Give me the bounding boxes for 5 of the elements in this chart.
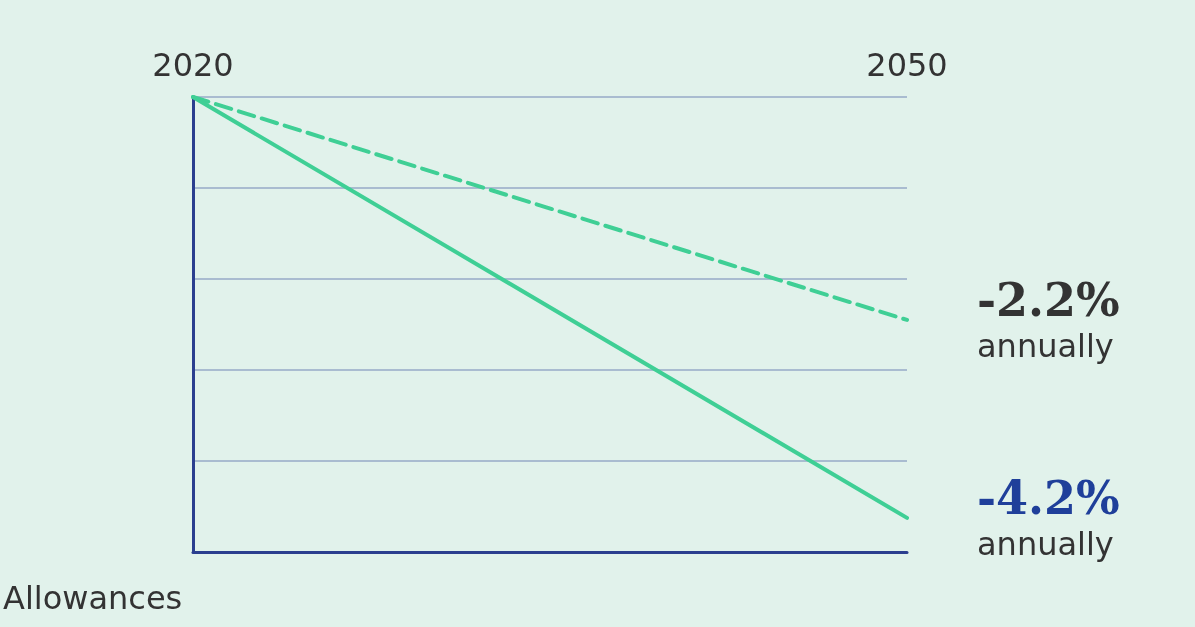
- series-label: -2.2% annually: [977, 272, 1120, 365]
- x-tick-label: 2020: [152, 46, 234, 84]
- y-axis-title: Allowances: [3, 579, 183, 617]
- series-label: -4.2% annually: [977, 470, 1120, 563]
- x-tick-label: 2050: [866, 46, 948, 84]
